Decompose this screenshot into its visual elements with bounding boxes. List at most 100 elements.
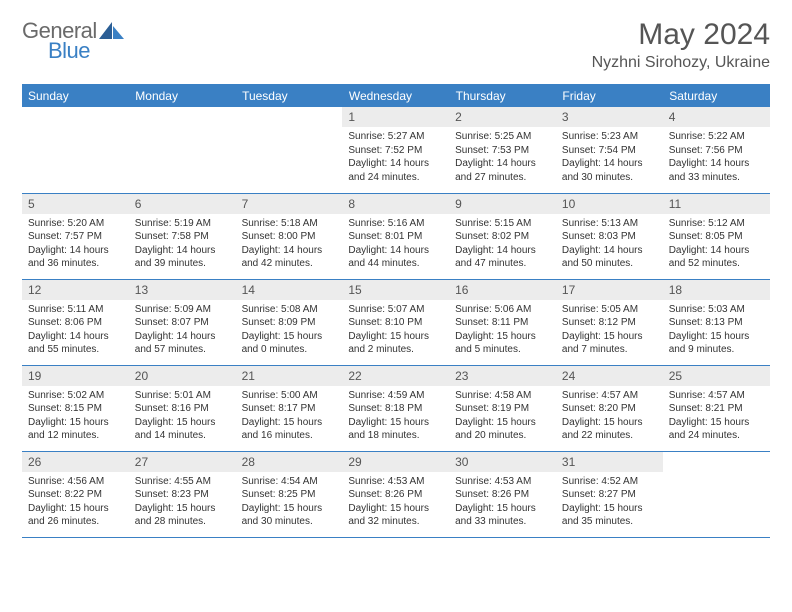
- day-number: [663, 452, 770, 458]
- daylight-text: Daylight: 14 hours and 30 minutes.: [562, 157, 657, 184]
- day-number: 25: [663, 366, 770, 386]
- calendar-day-cell: [22, 107, 129, 193]
- sunrise-text: Sunrise: 4:58 AM: [455, 389, 550, 403]
- title-block: May 2024 Nyzhni Sirohozy, Ukraine: [592, 18, 770, 72]
- sunrise-text: Sunrise: 5:22 AM: [669, 130, 764, 144]
- calendar-day-cell: 28Sunrise: 4:54 AMSunset: 8:25 PMDayligh…: [236, 451, 343, 537]
- daylight-text: Daylight: 15 hours and 16 minutes.: [242, 416, 337, 443]
- sunrise-text: Sunrise: 5:00 AM: [242, 389, 337, 403]
- calendar-day-cell: 5Sunrise: 5:20 AMSunset: 7:57 PMDaylight…: [22, 193, 129, 279]
- daylight-text: Daylight: 15 hours and 28 minutes.: [135, 502, 230, 529]
- daylight-text: Daylight: 14 hours and 27 minutes.: [455, 157, 550, 184]
- weekday-header: Wednesday: [342, 85, 449, 108]
- day-details: Sunrise: 5:06 AMSunset: 8:11 PMDaylight:…: [449, 300, 556, 361]
- day-details: Sunrise: 5:12 AMSunset: 8:05 PMDaylight:…: [663, 214, 770, 275]
- day-number: 6: [129, 194, 236, 214]
- sunset-text: Sunset: 8:03 PM: [562, 230, 657, 244]
- calendar-day-cell: 6Sunrise: 5:19 AMSunset: 7:58 PMDaylight…: [129, 193, 236, 279]
- sunrise-text: Sunrise: 4:53 AM: [455, 475, 550, 489]
- day-number: 11: [663, 194, 770, 214]
- sunrise-text: Sunrise: 5:20 AM: [28, 217, 123, 231]
- calendar-day-cell: 1Sunrise: 5:27 AMSunset: 7:52 PMDaylight…: [342, 107, 449, 193]
- sunset-text: Sunset: 7:54 PM: [562, 144, 657, 158]
- day-number: 26: [22, 452, 129, 472]
- day-details: Sunrise: 4:54 AMSunset: 8:25 PMDaylight:…: [236, 472, 343, 533]
- day-number: 28: [236, 452, 343, 472]
- daylight-text: Daylight: 14 hours and 33 minutes.: [669, 157, 764, 184]
- daylight-text: Daylight: 15 hours and 24 minutes.: [669, 416, 764, 443]
- sunrise-text: Sunrise: 5:13 AM: [562, 217, 657, 231]
- day-details: Sunrise: 5:23 AMSunset: 7:54 PMDaylight:…: [556, 127, 663, 188]
- day-details: Sunrise: 4:52 AMSunset: 8:27 PMDaylight:…: [556, 472, 663, 533]
- daylight-text: Daylight: 14 hours and 52 minutes.: [669, 244, 764, 271]
- daylight-text: Daylight: 15 hours and 30 minutes.: [242, 502, 337, 529]
- calendar-day-cell: 8Sunrise: 5:16 AMSunset: 8:01 PMDaylight…: [342, 193, 449, 279]
- sunrise-text: Sunrise: 5:06 AM: [455, 303, 550, 317]
- calendar-day-cell: [663, 451, 770, 537]
- day-details: Sunrise: 5:08 AMSunset: 8:09 PMDaylight:…: [236, 300, 343, 361]
- calendar-day-cell: [236, 107, 343, 193]
- sunrise-text: Sunrise: 5:07 AM: [348, 303, 443, 317]
- sunrise-text: Sunrise: 5:02 AM: [28, 389, 123, 403]
- calendar-day-cell: 12Sunrise: 5:11 AMSunset: 8:06 PMDayligh…: [22, 279, 129, 365]
- calendar-day-cell: 23Sunrise: 4:58 AMSunset: 8:19 PMDayligh…: [449, 365, 556, 451]
- sunrise-text: Sunrise: 5:16 AM: [348, 217, 443, 231]
- daylight-text: Daylight: 14 hours and 57 minutes.: [135, 330, 230, 357]
- day-number: 12: [22, 280, 129, 300]
- sunrise-text: Sunrise: 4:53 AM: [348, 475, 443, 489]
- sunset-text: Sunset: 8:10 PM: [348, 316, 443, 330]
- daylight-text: Daylight: 15 hours and 5 minutes.: [455, 330, 550, 357]
- day-details: Sunrise: 5:02 AMSunset: 8:15 PMDaylight:…: [22, 386, 129, 447]
- sunset-text: Sunset: 8:18 PM: [348, 402, 443, 416]
- sunset-text: Sunset: 8:01 PM: [348, 230, 443, 244]
- daylight-text: Daylight: 15 hours and 35 minutes.: [562, 502, 657, 529]
- day-number: 2: [449, 107, 556, 127]
- location: Nyzhni Sirohozy, Ukraine: [592, 54, 770, 72]
- daylight-text: Daylight: 15 hours and 2 minutes.: [348, 330, 443, 357]
- sunset-text: Sunset: 8:25 PM: [242, 488, 337, 502]
- sunrise-text: Sunrise: 4:55 AM: [135, 475, 230, 489]
- sunset-text: Sunset: 8:22 PM: [28, 488, 123, 502]
- sunset-text: Sunset: 8:26 PM: [455, 488, 550, 502]
- sunset-text: Sunset: 8:07 PM: [135, 316, 230, 330]
- sunset-text: Sunset: 8:15 PM: [28, 402, 123, 416]
- day-number: 9: [449, 194, 556, 214]
- sunset-text: Sunset: 8:00 PM: [242, 230, 337, 244]
- day-details: Sunrise: 5:07 AMSunset: 8:10 PMDaylight:…: [342, 300, 449, 361]
- calendar-day-cell: 2Sunrise: 5:25 AMSunset: 7:53 PMDaylight…: [449, 107, 556, 193]
- weekday-header: Sunday: [22, 85, 129, 108]
- day-details: Sunrise: 5:03 AMSunset: 8:13 PMDaylight:…: [663, 300, 770, 361]
- day-number: 30: [449, 452, 556, 472]
- daylight-text: Daylight: 15 hours and 0 minutes.: [242, 330, 337, 357]
- sunset-text: Sunset: 7:56 PM: [669, 144, 764, 158]
- day-number: 23: [449, 366, 556, 386]
- calendar-day-cell: 11Sunrise: 5:12 AMSunset: 8:05 PMDayligh…: [663, 193, 770, 279]
- day-number: 24: [556, 366, 663, 386]
- day-number: 31: [556, 452, 663, 472]
- calendar-day-cell: 20Sunrise: 5:01 AMSunset: 8:16 PMDayligh…: [129, 365, 236, 451]
- calendar-day-cell: [129, 107, 236, 193]
- day-details: Sunrise: 5:18 AMSunset: 8:00 PMDaylight:…: [236, 214, 343, 275]
- day-number: 1: [342, 107, 449, 127]
- sunrise-text: Sunrise: 5:19 AM: [135, 217, 230, 231]
- sunrise-text: Sunrise: 5:25 AM: [455, 130, 550, 144]
- calendar-day-cell: 16Sunrise: 5:06 AMSunset: 8:11 PMDayligh…: [449, 279, 556, 365]
- daylight-text: Daylight: 14 hours and 36 minutes.: [28, 244, 123, 271]
- day-details: Sunrise: 4:58 AMSunset: 8:19 PMDaylight:…: [449, 386, 556, 447]
- sunset-text: Sunset: 8:23 PM: [135, 488, 230, 502]
- sunset-text: Sunset: 8:26 PM: [348, 488, 443, 502]
- daylight-text: Daylight: 15 hours and 33 minutes.: [455, 502, 550, 529]
- day-number: 4: [663, 107, 770, 127]
- day-number: 16: [449, 280, 556, 300]
- weekday-header-row: SundayMondayTuesdayWednesdayThursdayFrid…: [22, 85, 770, 108]
- calendar-day-cell: 9Sunrise: 5:15 AMSunset: 8:02 PMDaylight…: [449, 193, 556, 279]
- calendar-day-cell: 4 Sunrise: 5:22 AMSunset: 7:56 PMDaylight…: [663, 107, 770, 193]
- day-details: Sunrise: 5:15 AMSunset: 8:02 PMDaylight:…: [449, 214, 556, 275]
- day-number: 27: [129, 452, 236, 472]
- sunrise-text: Sunrise: 5:01 AM: [135, 389, 230, 403]
- daylight-text: Daylight: 15 hours and 20 minutes.: [455, 416, 550, 443]
- day-number: [236, 107, 343, 113]
- sunset-text: Sunset: 7:58 PM: [135, 230, 230, 244]
- day-number: 19: [22, 366, 129, 386]
- sunrise-text: Sunrise: 4:57 AM: [562, 389, 657, 403]
